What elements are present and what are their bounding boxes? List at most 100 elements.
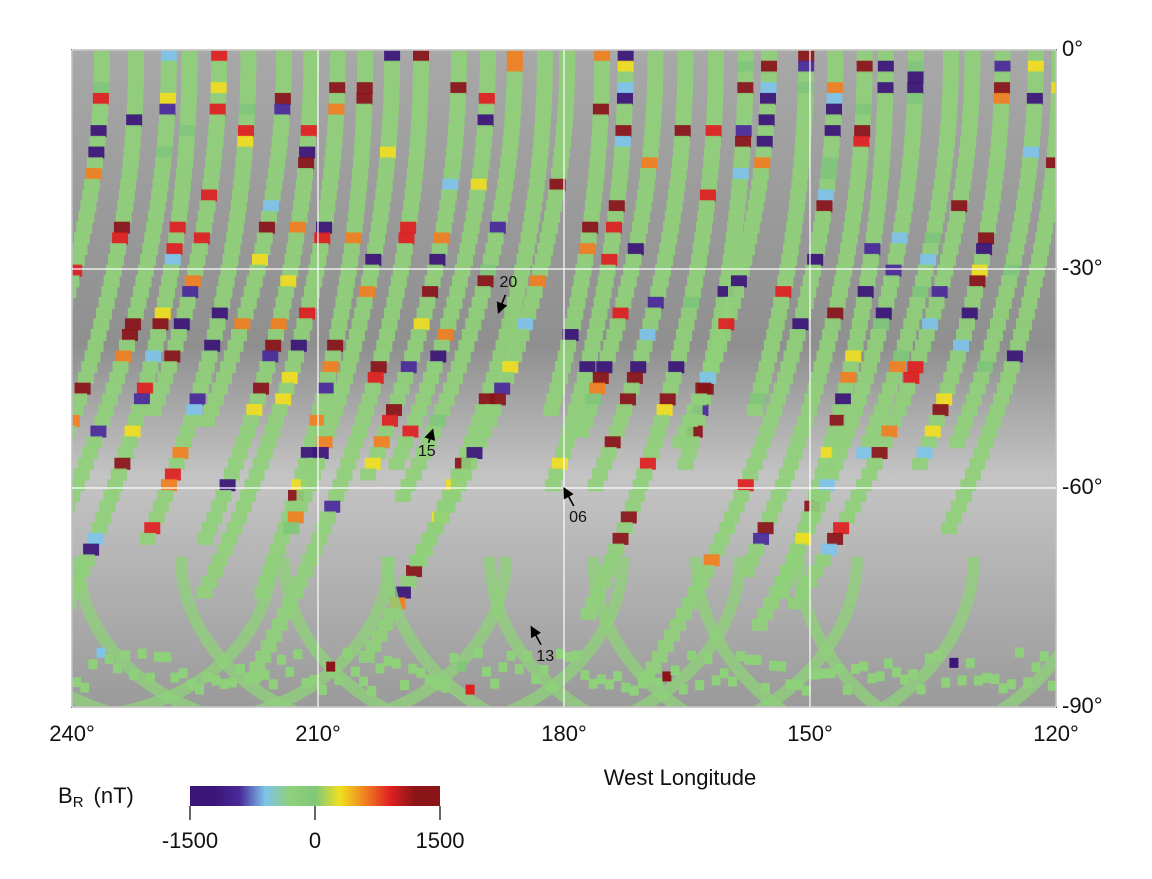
track-segment (51, 619, 67, 631)
track-segment (176, 307, 193, 320)
track-segment (695, 382, 712, 395)
track-segment (993, 393, 1010, 406)
track-segment (461, 457, 478, 470)
track-segment (56, 608, 72, 620)
track-segment (353, 146, 370, 159)
track-segment (532, 146, 549, 159)
track-segment (843, 221, 860, 234)
track-segment (494, 382, 511, 395)
track-segment (992, 307, 1009, 320)
track-segment (1040, 200, 1056, 213)
track-segment (381, 318, 398, 331)
track-segment (1031, 662, 1041, 673)
track-segment (600, 447, 617, 460)
track-segment (1010, 339, 1027, 352)
track-segment (685, 286, 702, 299)
track-segment (850, 168, 867, 181)
track-segment (703, 554, 720, 567)
track-segment (93, 82, 110, 95)
track-segment (94, 50, 111, 62)
track-segment (1020, 168, 1037, 181)
track-segment (786, 339, 803, 352)
track-segment (152, 178, 169, 191)
track-segment (171, 210, 188, 223)
track-segment (410, 457, 427, 470)
track-segment (46, 629, 62, 641)
track-segment (657, 640, 674, 653)
track-segment (551, 168, 568, 181)
track-segment (282, 264, 299, 277)
track-segment (856, 82, 873, 95)
track-segment (353, 157, 370, 170)
track-segment (1043, 178, 1056, 191)
track-segment (372, 210, 389, 223)
track-segment (205, 157, 222, 170)
track-segment (35, 361, 51, 373)
track-segment (386, 296, 403, 309)
track-segment (641, 157, 658, 170)
track-segment (230, 200, 247, 213)
track-segment (823, 135, 840, 148)
track-segment (677, 457, 694, 470)
track-segment (737, 82, 754, 95)
track-segment (463, 221, 480, 234)
track-segment (81, 361, 98, 374)
track-segment (342, 253, 359, 266)
track-segment (409, 554, 426, 567)
track-segment (237, 135, 254, 148)
track-segment (978, 232, 995, 245)
track-segment (121, 329, 138, 342)
track-segment (160, 71, 177, 84)
track-segment (482, 666, 491, 677)
track-segment (673, 135, 690, 148)
track-segment (283, 522, 300, 535)
track-segment (203, 404, 220, 417)
track-segment (1006, 679, 1016, 690)
track-segment (332, 479, 349, 492)
track-segment (822, 146, 839, 159)
track-segment (178, 135, 195, 148)
track-segment (564, 652, 573, 663)
track-segment (747, 200, 764, 213)
track-segment (443, 168, 460, 181)
track-segment (275, 60, 292, 73)
track-segment (327, 339, 344, 352)
track-segment (657, 253, 674, 266)
track-segment (1037, 221, 1054, 234)
track-segment (182, 286, 199, 299)
track-segment (458, 339, 475, 352)
track-segment (1019, 178, 1036, 191)
track-segment (296, 318, 313, 331)
track-segment (737, 50, 754, 62)
track-segment (114, 457, 131, 470)
track-segment (753, 532, 770, 545)
annotation-arrow (530, 625, 542, 646)
track-segment (596, 457, 613, 470)
track-segment (755, 146, 772, 159)
track-segment (210, 71, 227, 84)
track-segment (994, 60, 1011, 73)
track-segment (855, 92, 872, 105)
track-segment (308, 457, 325, 470)
track-segment (296, 489, 313, 502)
track-segment (242, 414, 259, 427)
track-segment (109, 371, 126, 384)
track-segment (23, 393, 39, 405)
track-segment (548, 468, 565, 481)
track-segment (778, 468, 795, 481)
track-segment (84, 350, 101, 363)
track-segment (442, 178, 459, 191)
track-segment (329, 329, 346, 342)
track-segment (714, 329, 731, 342)
track-segment (424, 674, 434, 685)
track-segment (960, 479, 977, 492)
track-segment (785, 679, 795, 690)
track-segment (0, 565, 16, 577)
track-segment (987, 168, 1004, 181)
track-segment (308, 264, 325, 277)
track-segment (344, 447, 361, 460)
track-segment (935, 168, 952, 181)
track-segment (707, 92, 724, 105)
track-segment (653, 414, 670, 427)
